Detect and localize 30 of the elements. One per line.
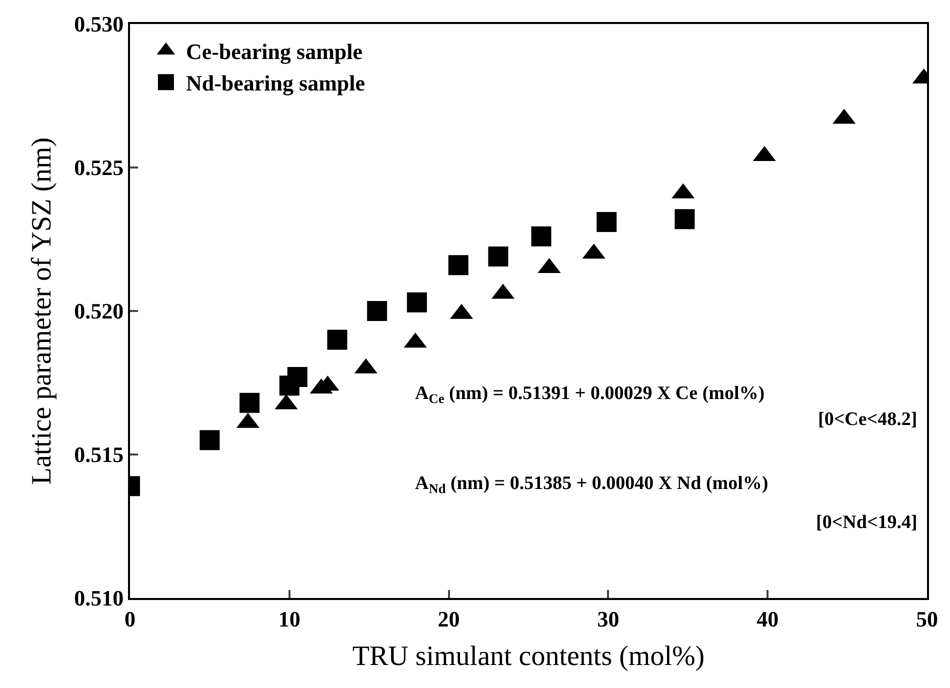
annotation: A$_{Ce}$ (nm) = 0.51391 + 0.00029 X Ce (mol%) bbox=[415, 383, 765, 406]
legend-label: Ce-bearing sample bbox=[186, 39, 363, 64]
point bbox=[200, 430, 220, 450]
y-tick-label: 0.530 bbox=[74, 12, 124, 37]
x-axis-title: TRU simulant contents (mol%) bbox=[352, 641, 705, 672]
legend-label: Nd-bearing sample bbox=[186, 70, 366, 96]
point bbox=[488, 246, 508, 266]
point bbox=[596, 212, 617, 232]
x-tick-label: 50 bbox=[916, 606, 938, 632]
point bbox=[287, 367, 308, 388]
annotation: A$_{Nd}$ (nm) = 0.51385 + 0.00040 X Nd (mol%) bbox=[415, 473, 768, 496]
x-tick-label: 10 bbox=[278, 606, 300, 632]
annotation: [0<Nd<19.4] bbox=[816, 512, 918, 533]
x-tick-label: 20 bbox=[438, 606, 460, 632]
x-tick-label: 0 bbox=[124, 606, 136, 632]
y-tick-label: 0.525 bbox=[74, 155, 124, 180]
y-axis-title: Lattice parameter of YSZ (nm) bbox=[26, 137, 58, 485]
point bbox=[674, 209, 695, 230]
point bbox=[327, 330, 348, 350]
x-tick-label: 40 bbox=[756, 606, 779, 632]
point bbox=[531, 226, 552, 246]
x-tick-label: 30 bbox=[597, 606, 620, 632]
y-tick-label: 0.520 bbox=[74, 298, 124, 324]
point bbox=[240, 392, 260, 413]
point bbox=[406, 292, 427, 312]
point bbox=[448, 255, 468, 276]
annotation: [0<Ce<48.2] bbox=[818, 409, 918, 430]
y-tick-label: 0.510 bbox=[74, 586, 124, 611]
point bbox=[367, 301, 388, 321]
y-tick-label: 0.515 bbox=[74, 442, 124, 468]
